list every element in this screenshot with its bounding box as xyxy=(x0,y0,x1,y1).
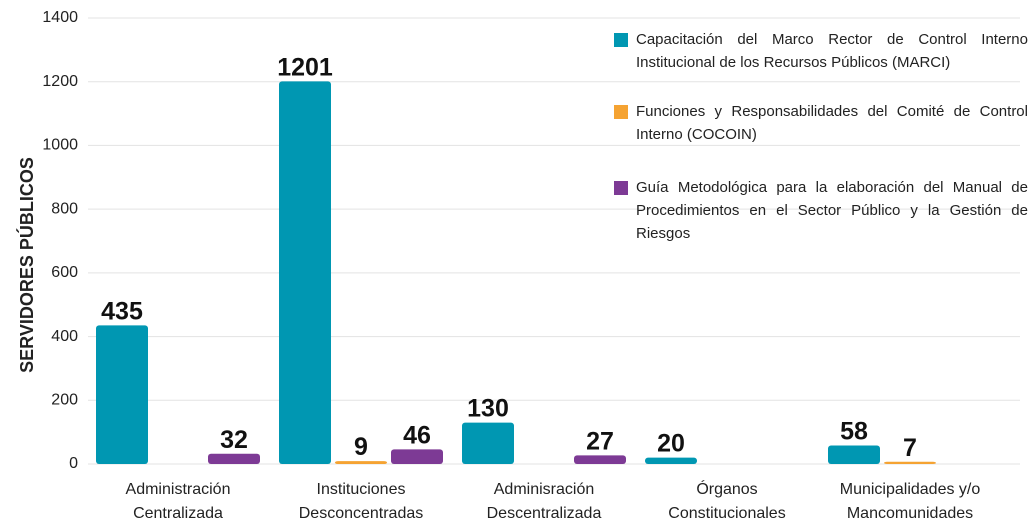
bar xyxy=(462,423,514,464)
x-tick-label-line: Descentralizada xyxy=(487,505,602,522)
data-label: 7 xyxy=(903,434,917,462)
y-tick-label: 200 xyxy=(51,392,78,409)
data-label: 32 xyxy=(220,426,248,454)
bar xyxy=(884,462,936,464)
chart: SERVIDORES PÚBLICOS 0 200 400 600 800 1000 120… xyxy=(0,0,1034,529)
data-label: 130 xyxy=(467,395,509,423)
x-tick-label-line: Constitucionales xyxy=(668,505,785,522)
legend-swatch xyxy=(614,33,628,47)
data-label: 27 xyxy=(586,427,614,455)
legend-item: Capacitación del Marco Rector de Control… xyxy=(614,28,1028,74)
page: SERVIDORES PÚBLICOS 0 200 400 600 800 1000 120… xyxy=(0,0,1034,529)
x-tick-label: Adminisración Descentralizada xyxy=(487,481,602,522)
legend-label: Funciones y Responsabilidades del Comité… xyxy=(636,100,1028,146)
legend-swatch xyxy=(614,181,628,195)
bar xyxy=(96,325,148,464)
legend-label: Guía Metodológica para la elaboración de… xyxy=(636,176,1028,245)
y-axis-title: SERVIDORES PÚBLICOS xyxy=(16,157,37,373)
x-tick-label-line: Desconcentradas xyxy=(299,505,424,522)
bar xyxy=(645,458,697,464)
x-tick-label: Instituciones Desconcentradas xyxy=(299,481,424,522)
y-tick-label: 0 xyxy=(69,455,78,472)
y-tick-label: 1200 xyxy=(42,73,78,90)
y-tick-label: 400 xyxy=(51,328,78,345)
x-tick-label-line: Adminisración xyxy=(494,481,594,498)
x-tick-label-line: Municipalidades y/o xyxy=(840,481,981,498)
y-tick-label: 1400 xyxy=(42,9,78,26)
legend-swatch xyxy=(614,105,628,119)
legend-item: Guía Metodológica para la elaboración de… xyxy=(614,176,1028,245)
legend-label: Capacitación del Marco Rector de Control… xyxy=(636,28,1028,74)
data-label: 435 xyxy=(101,297,143,325)
bar xyxy=(574,455,626,464)
bar xyxy=(208,454,260,464)
x-tick-label: Administración Centralizada xyxy=(126,481,231,522)
data-label: 1201 xyxy=(277,53,333,81)
x-tick-label-line: Instituciones xyxy=(317,481,406,498)
x-tick-label-line: Mancomunidades xyxy=(847,505,973,522)
bar xyxy=(335,461,387,464)
y-tick-label: 600 xyxy=(51,264,78,281)
x-tick-label: Órganos Constitucionales xyxy=(668,479,785,522)
data-label: 9 xyxy=(354,433,368,461)
bar xyxy=(279,81,331,464)
data-label: 20 xyxy=(657,430,685,458)
legend-item: Funciones y Responsabilidades del Comité… xyxy=(614,100,1028,146)
y-tick-label: 800 xyxy=(51,200,78,217)
x-tick-label-line: Centralizada xyxy=(133,505,223,522)
y-tick-label: 1000 xyxy=(42,137,78,154)
x-tick-label-line: Órganos xyxy=(696,479,757,498)
data-label: 46 xyxy=(403,421,431,449)
x-tick-label: Municipalidades y/o Mancomunidades xyxy=(840,481,981,522)
bar xyxy=(391,449,443,464)
x-tick-label-line: Administración xyxy=(126,481,231,498)
bar xyxy=(828,446,880,464)
data-label: 58 xyxy=(840,418,868,446)
